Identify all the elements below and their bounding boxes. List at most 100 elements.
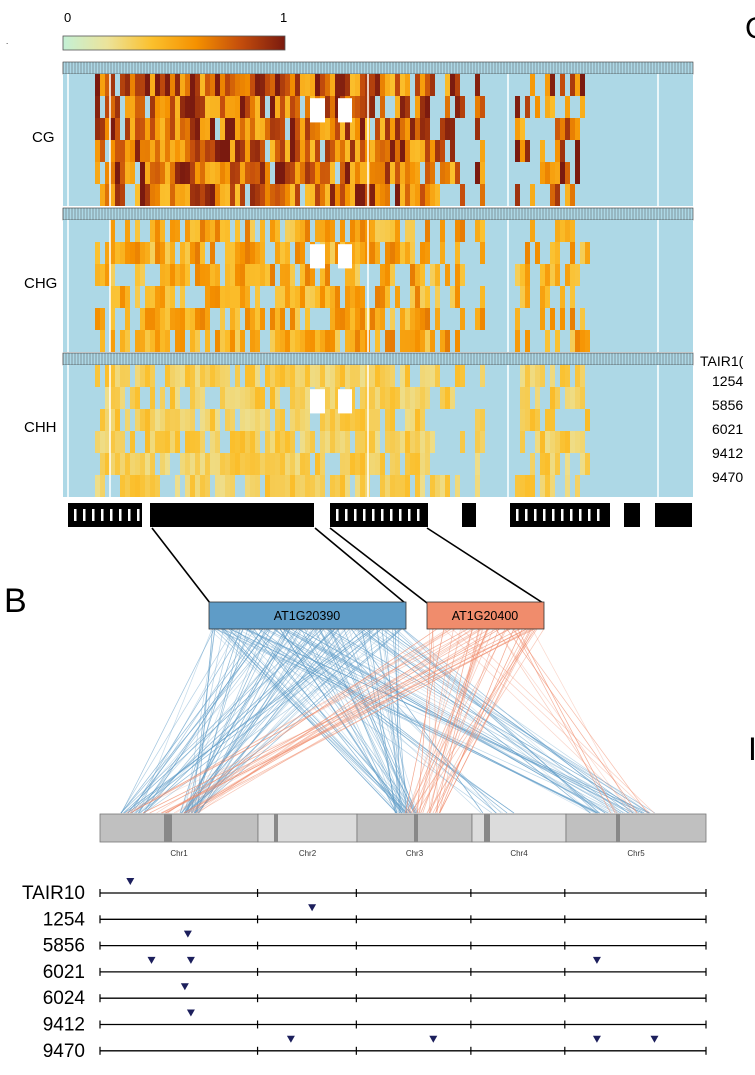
- heatmap-label-chh: CHH: [24, 419, 57, 436]
- heatmap-cell: [420, 387, 425, 409]
- chromosome-label: Chr5: [627, 849, 645, 858]
- heatmap-cell: [195, 431, 200, 453]
- heatmap-cell: [565, 264, 570, 286]
- heatmap-cell: [230, 308, 235, 330]
- panel-letter-b: B: [4, 582, 27, 620]
- heatmap-cell: [320, 286, 325, 308]
- track-label: 6024: [43, 988, 86, 1009]
- intron-gap: [336, 509, 339, 521]
- heatmap-cell: [285, 264, 290, 286]
- heatmap-cell: [230, 330, 235, 352]
- heatmap-cell: [575, 162, 580, 184]
- heatmap-cell: [415, 409, 420, 431]
- heatmap-cell: [370, 74, 375, 96]
- track-label: 9470: [43, 1041, 85, 1062]
- methylation-heatmaps: CG CHG CHH: [24, 61, 694, 497]
- heatmap-cell: [310, 74, 315, 96]
- heatmap-cell: [215, 286, 220, 308]
- heatmap-cell: [125, 220, 130, 242]
- heatmap-cell: [375, 365, 380, 387]
- heatmap-cell: [310, 118, 315, 140]
- heatmap-cell: [350, 96, 355, 118]
- heatmap-cell: [385, 409, 390, 431]
- heatmap-cell: [235, 96, 240, 118]
- heatmap-cell: [140, 409, 145, 431]
- homology-link: [246, 628, 643, 814]
- heatmap-cell: [570, 431, 575, 453]
- heatmap-cell: [230, 264, 235, 286]
- heatmap-cell: [435, 184, 440, 206]
- heatmap-cell: [140, 96, 145, 118]
- homology-link: [320, 628, 630, 814]
- heatmap-cell: [260, 409, 265, 431]
- homology-link: [285, 628, 612, 814]
- heatmap-cell: [250, 475, 255, 497]
- heatmap-cell: [185, 431, 190, 453]
- intron-gap: [597, 509, 600, 521]
- heatmap-cell: [270, 74, 275, 96]
- heatmap-cell: [265, 475, 270, 497]
- homology-link: [298, 628, 630, 814]
- homology-link: [381, 628, 402, 814]
- heatmap-cell: [125, 118, 130, 140]
- heatmap-cell: [295, 387, 300, 409]
- heatmap-cell: [195, 162, 200, 184]
- homology-link: [138, 628, 340, 814]
- heatmap-cell: [95, 96, 100, 118]
- insertion-marker: [126, 878, 135, 885]
- heatmap-cell: [290, 365, 295, 387]
- heatmap-cell: [230, 431, 235, 453]
- homology-link: [130, 628, 468, 814]
- heatmap-cell: [405, 140, 410, 162]
- heatmap-cell: [100, 264, 105, 286]
- heatmap-cell: [420, 409, 425, 431]
- heatmap-cell: [250, 74, 255, 96]
- insertion-marker: [186, 1009, 195, 1017]
- heatmap-cell: [270, 96, 275, 118]
- homology-link: [191, 628, 473, 814]
- heatmap-cell: [570, 74, 575, 96]
- heatmap-cell: [330, 242, 335, 264]
- heatmap-cell: [515, 308, 520, 330]
- heatmap-cell: [525, 96, 530, 118]
- gene-label-at1g20400: AT1G20400: [452, 609, 519, 623]
- homology-link: [130, 628, 452, 814]
- heatmap-cell: [410, 409, 415, 431]
- heatmap-cell: [335, 387, 340, 409]
- heatmap-cell: [320, 431, 325, 453]
- homology-link: [432, 628, 531, 814]
- heatmap-cell: [405, 74, 410, 96]
- heatmap-cell: [460, 96, 465, 118]
- heatmap-cell: [260, 387, 265, 409]
- heatmap-cell: [385, 74, 390, 96]
- heatmap-cell: [335, 475, 340, 497]
- heatmap-cell: [240, 74, 245, 96]
- homology-link: [282, 628, 625, 814]
- heatmap-cell: [270, 387, 275, 409]
- heatmap-cell: [415, 475, 420, 497]
- heatmap-cell: [120, 330, 125, 352]
- heatmap-cell: [210, 220, 215, 242]
- heatmap-cell: [190, 475, 195, 497]
- heatmap-cell: [165, 286, 170, 308]
- heatmap-cell: [300, 330, 305, 352]
- heatmap-cell: [175, 118, 180, 140]
- heatmap-cell: [300, 220, 305, 242]
- heatmap-cell: [130, 140, 135, 162]
- heatmap-cell: [455, 162, 460, 184]
- heatmap-cell: [170, 162, 175, 184]
- heatmap-cell: [125, 475, 130, 497]
- heatmap-cell: [405, 184, 410, 206]
- heatmap-cell: [190, 431, 195, 453]
- heatmap-cell: [330, 365, 335, 387]
- homology-link: [392, 628, 407, 814]
- heatmap-cell: [160, 162, 165, 184]
- heatmap-cell: [170, 365, 175, 387]
- heatmap-cell: [350, 308, 355, 330]
- homology-link: [439, 628, 480, 814]
- heatmap-cell: [380, 475, 385, 497]
- heatmap-cell: [415, 118, 420, 140]
- heatmap-cell: [440, 330, 445, 352]
- gene-block: [655, 503, 692, 527]
- heatmap-cell: [290, 220, 295, 242]
